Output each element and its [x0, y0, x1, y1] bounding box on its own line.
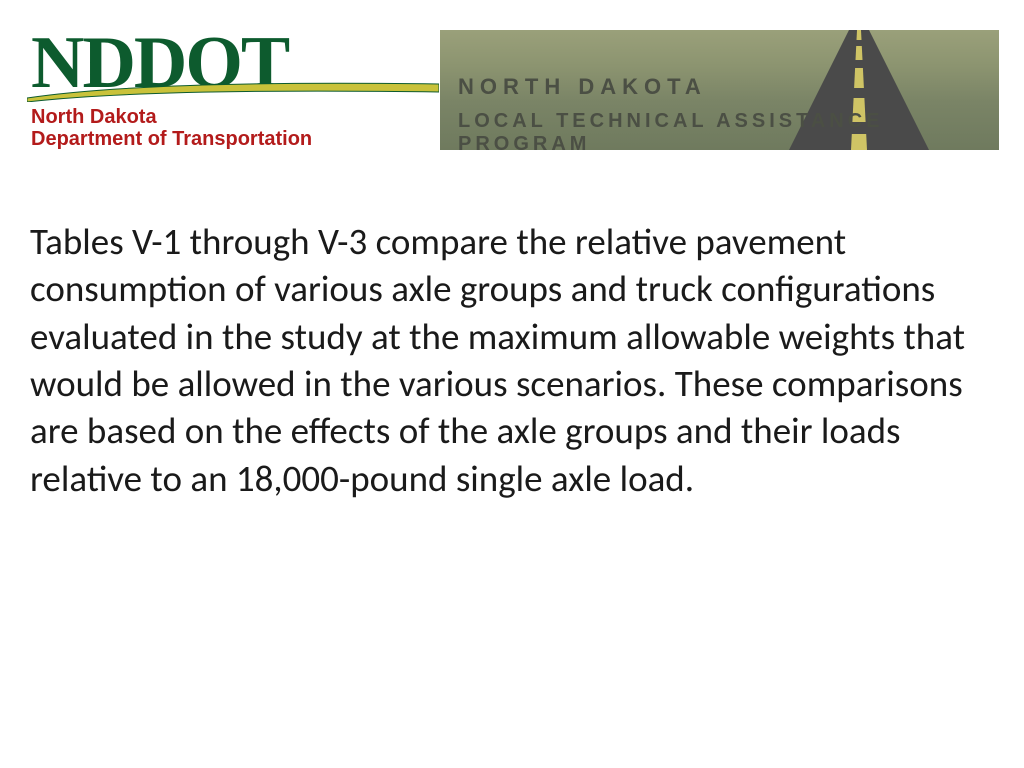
ltap-text-block: NORTH DAKOTA LOCAL TECHNICAL ASSISTANCE …	[458, 74, 999, 150]
ltap-banner: NORTH DAKOTA LOCAL TECHNICAL ASSISTANCE …	[440, 30, 999, 150]
ltap-line2: LOCAL TECHNICAL ASSISTANCE PROGRAM	[458, 110, 999, 150]
nddot-subtitle-line1: North Dakota	[31, 106, 157, 129]
nddot-subtitle-line2: Department of Transportation	[31, 128, 312, 151]
nddot-logo-block: NDDOT North Dakota Department of Transpo…	[25, 30, 440, 150]
ltap-line1: NORTH DAKOTA	[458, 74, 999, 100]
nddot-swoosh-icon	[27, 78, 439, 102]
body-paragraph: Tables V-1 through V-3 compare the relat…	[30, 218, 990, 502]
header-banner: NDDOT North Dakota Department of Transpo…	[25, 30, 999, 150]
slide: NDDOT North Dakota Department of Transpo…	[0, 0, 1024, 768]
